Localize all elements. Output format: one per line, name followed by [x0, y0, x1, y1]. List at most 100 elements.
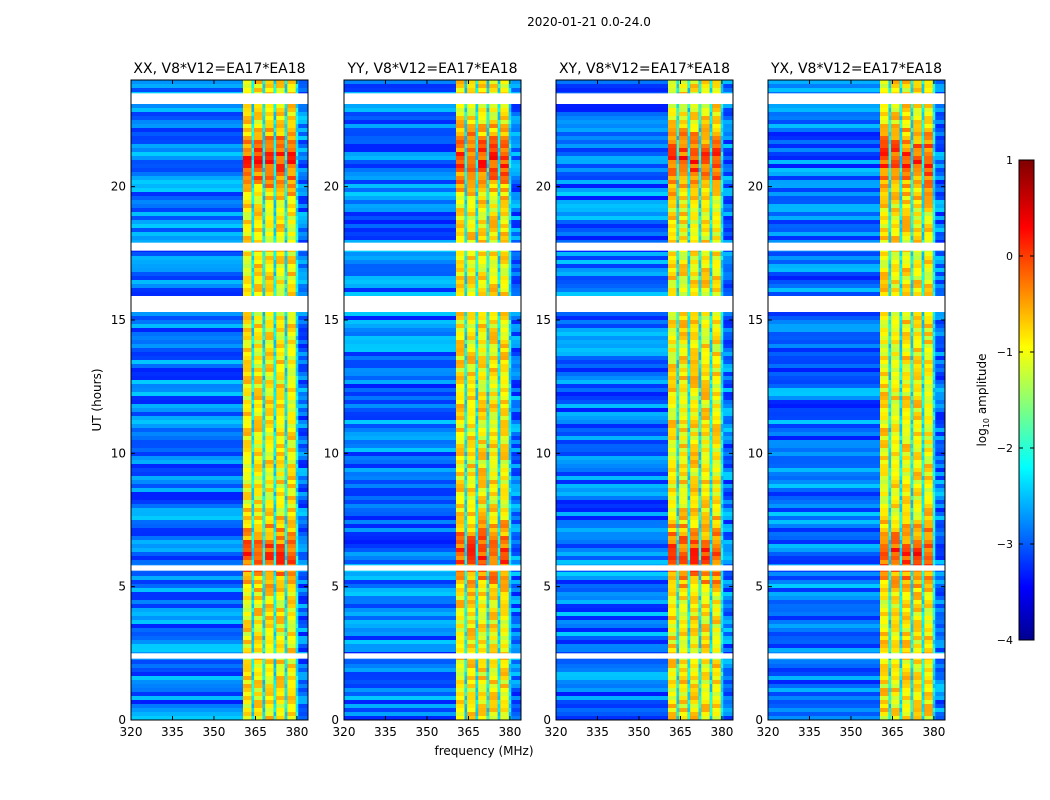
heatmap-cell — [265, 632, 274, 637]
heatmap-cell — [497, 220, 501, 225]
heatmap-cell — [243, 168, 252, 173]
heatmap-cell — [295, 680, 299, 685]
heatmap-cell — [344, 588, 457, 593]
heatmap-cell — [276, 548, 285, 553]
heatmap-cell — [511, 196, 521, 201]
heatmap-cell — [475, 288, 479, 293]
heatmap-cell — [489, 196, 498, 201]
heatmap-cell — [276, 404, 285, 409]
heatmap-cell — [475, 148, 479, 153]
heatmap-cell — [712, 396, 721, 401]
heatmap-cell — [511, 424, 521, 429]
heatmap-cell — [676, 188, 680, 193]
heatmap-cell — [497, 500, 501, 505]
heatmap-cell — [243, 256, 252, 261]
heatmap-cell — [712, 260, 721, 265]
heatmap-cell — [298, 280, 308, 285]
heatmap-cell — [486, 448, 490, 453]
heatmap-cell — [556, 280, 669, 285]
heatmap-cell — [467, 388, 476, 393]
heatmap-cell — [276, 544, 285, 549]
heatmap-cell — [698, 256, 702, 261]
heatmap-cell — [298, 360, 308, 365]
heatmap-cell — [511, 88, 521, 93]
heatmap-cell — [478, 368, 487, 373]
heatmap-cell — [475, 572, 479, 577]
heatmap-cell — [478, 584, 487, 589]
heatmap-cell — [723, 156, 733, 161]
heatmap-cell — [276, 392, 285, 397]
heatmap-cell — [284, 136, 288, 141]
heatmap-cell — [690, 140, 699, 145]
heatmap-cell — [508, 424, 512, 429]
heatmap-cell — [243, 184, 252, 189]
heatmap-cell — [723, 412, 733, 417]
heatmap-cell — [131, 476, 244, 481]
heatmap-cell — [489, 668, 498, 673]
heatmap-cell — [284, 240, 288, 245]
heatmap-cell — [467, 132, 476, 137]
heatmap-cell — [467, 544, 476, 549]
heatmap-cell — [478, 392, 487, 397]
heatmap-cell — [556, 132, 669, 137]
heatmap-cell — [295, 432, 299, 437]
heatmap-cell — [243, 628, 252, 633]
heatmap-cell — [464, 492, 468, 497]
heatmap-cell — [276, 576, 285, 581]
heatmap-cell — [511, 200, 521, 205]
heatmap-cell — [720, 216, 724, 221]
heatmap-cell — [478, 648, 487, 653]
heatmap-cell — [464, 664, 468, 669]
heatmap-cell — [273, 228, 277, 233]
heatmap-cell — [254, 696, 263, 701]
heatmap-cell — [687, 260, 691, 265]
heatmap-cell — [511, 708, 521, 713]
heatmap-cell — [251, 588, 255, 593]
heatmap-cell — [456, 608, 465, 613]
heatmap-cell — [556, 340, 669, 345]
heatmap-cell — [475, 268, 479, 273]
heatmap-cell — [723, 192, 733, 197]
heatmap-cell — [131, 176, 244, 181]
heatmap-cell — [456, 532, 465, 537]
heatmap-cell — [265, 276, 274, 281]
heatmap-cell — [511, 680, 521, 685]
heatmap-cell — [262, 268, 266, 273]
heatmap-cell — [478, 332, 487, 337]
heatmap-cell — [511, 500, 521, 505]
heatmap-cell — [489, 672, 498, 677]
heatmap-cell — [712, 336, 721, 341]
heatmap-cell — [265, 128, 274, 133]
heatmap-cell — [676, 196, 680, 201]
heatmap-cell — [497, 436, 501, 441]
heatmap-cell — [298, 264, 308, 269]
heatmap-cell — [720, 152, 724, 157]
heatmap-cell — [478, 704, 487, 709]
heatmap-cell — [287, 204, 296, 209]
heatmap-cell — [298, 704, 308, 709]
heatmap-cell — [254, 520, 263, 525]
heatmap-cell — [287, 480, 296, 485]
heatmap-cell — [284, 148, 288, 153]
heatmap-cell — [720, 184, 724, 189]
heatmap-cell — [720, 408, 724, 413]
heatmap-cell — [687, 388, 691, 393]
heatmap-cell — [475, 200, 479, 205]
heatmap-cell — [486, 168, 490, 173]
heatmap-cell — [456, 136, 465, 141]
heatmap-cell — [295, 544, 299, 549]
heatmap-cell — [131, 180, 244, 185]
heatmap-cell — [298, 104, 308, 109]
heatmap-cell — [475, 644, 479, 649]
heatmap-cell — [668, 420, 677, 425]
heatmap-cell — [265, 108, 274, 113]
heatmap-cell — [295, 452, 299, 457]
heatmap-cell — [486, 484, 490, 489]
heatmap-cell — [679, 104, 688, 109]
heatmap-cell — [690, 156, 699, 161]
heatmap-cell — [262, 608, 266, 613]
heatmap-cell — [500, 124, 509, 129]
heatmap-cell — [486, 468, 490, 473]
heatmap-cell — [500, 396, 509, 401]
heatmap-cell — [668, 208, 677, 213]
